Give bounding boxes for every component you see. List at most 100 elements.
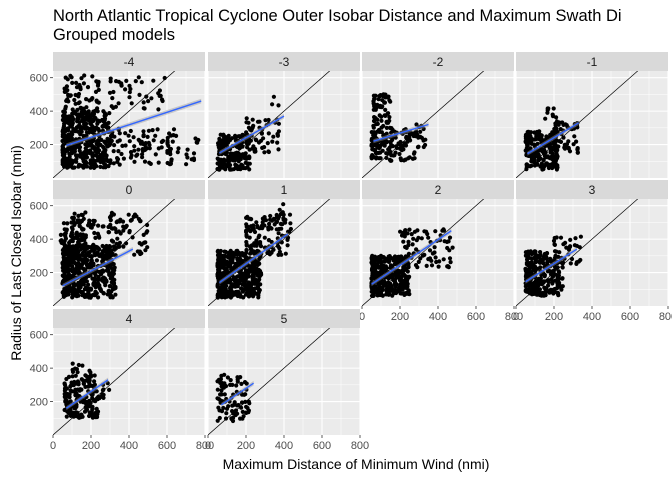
data-point: [401, 143, 406, 148]
data-point: [218, 377, 223, 382]
data-point: [393, 288, 398, 293]
data-point: [219, 384, 224, 389]
data-point: [101, 224, 106, 229]
data-point: [81, 81, 86, 86]
data-point: [171, 133, 176, 138]
data-point: [130, 235, 135, 240]
data-point: [68, 399, 73, 404]
data-point: [75, 370, 80, 375]
data-point: [429, 263, 435, 268]
x-tick-label: 0: [205, 440, 211, 452]
data-point: [374, 271, 379, 277]
data-point: [255, 225, 260, 230]
data-point: [386, 120, 391, 125]
data-point: [102, 118, 107, 123]
data-point: [529, 263, 534, 268]
data-point: [91, 222, 96, 227]
data-point: [70, 215, 75, 220]
data-point: [389, 256, 394, 261]
data-point: [433, 255, 438, 260]
data-point: [572, 134, 577, 139]
data-point: [285, 235, 291, 240]
data-point: [541, 271, 546, 276]
data-point: [111, 262, 116, 267]
data-point: [390, 293, 395, 298]
data-point: [221, 261, 226, 266]
facet-panel-4: 4 200 400 600 0 200 400 600 800: [30, 309, 214, 452]
data-point: [93, 292, 98, 298]
data-point: [574, 243, 580, 249]
data-point: [69, 220, 74, 225]
data-point: [224, 283, 229, 288]
data-point: [83, 400, 88, 405]
data-point: [244, 239, 249, 245]
data-point: [136, 75, 141, 80]
data-point: [394, 145, 399, 151]
data-point: [233, 408, 239, 413]
data-point: [421, 144, 426, 150]
data-point: [128, 155, 133, 160]
data-point: [223, 416, 229, 421]
data-point: [66, 292, 71, 297]
data-point: [83, 124, 88, 129]
data-point: [550, 112, 555, 117]
data-point: [542, 154, 548, 159]
data-point: [147, 142, 152, 148]
data-point: [83, 235, 88, 240]
data-point: [371, 130, 376, 135]
data-point: [532, 142, 537, 147]
data-point: [393, 255, 398, 260]
data-point: [406, 243, 411, 248]
data-point: [63, 120, 68, 125]
data-point: [144, 146, 149, 151]
data-point: [98, 142, 103, 148]
data-point: [107, 255, 112, 261]
data-point: [221, 405, 226, 411]
data-point: [117, 162, 122, 167]
data-point: [262, 145, 267, 150]
data-point: [402, 262, 407, 267]
data-point: [65, 276, 70, 281]
data-point: [531, 289, 536, 294]
data-point: [236, 289, 241, 294]
data-point: [386, 111, 391, 116]
data-point: [145, 229, 150, 234]
data-point: [63, 387, 68, 393]
data-point: [70, 288, 76, 293]
data-point: [238, 271, 243, 276]
data-point: [81, 133, 86, 138]
data-point: [373, 93, 378, 98]
data-point: [85, 141, 90, 147]
data-point: [444, 239, 450, 244]
data-point: [386, 147, 391, 152]
data-point: [140, 155, 145, 160]
data-point: [539, 133, 544, 138]
data-point: [552, 258, 557, 263]
data-point: [224, 163, 229, 168]
data-point: [216, 405, 221, 410]
data-point: [132, 159, 137, 164]
data-point: [70, 361, 75, 366]
data-point: [405, 260, 410, 265]
data-point: [382, 143, 387, 148]
data-point: [93, 162, 98, 167]
data-point: [62, 227, 67, 232]
data-point: [239, 400, 245, 405]
data-point: [419, 135, 424, 140]
data-point: [104, 279, 109, 284]
data-point: [168, 161, 173, 166]
data-point: [72, 211, 77, 216]
data-point: [92, 218, 97, 224]
data-point: [401, 158, 407, 163]
panel-plot-area: [208, 199, 331, 306]
data-point: [392, 282, 398, 287]
data-point: [106, 230, 111, 235]
data-point: [219, 290, 224, 295]
data-point: [138, 219, 143, 224]
data-point: [561, 135, 566, 140]
data-point: [83, 405, 88, 410]
facet-strip-label: -1: [587, 55, 598, 69]
data-point: [560, 265, 565, 270]
facet-strip: [362, 52, 514, 71]
data-point: [253, 262, 258, 267]
